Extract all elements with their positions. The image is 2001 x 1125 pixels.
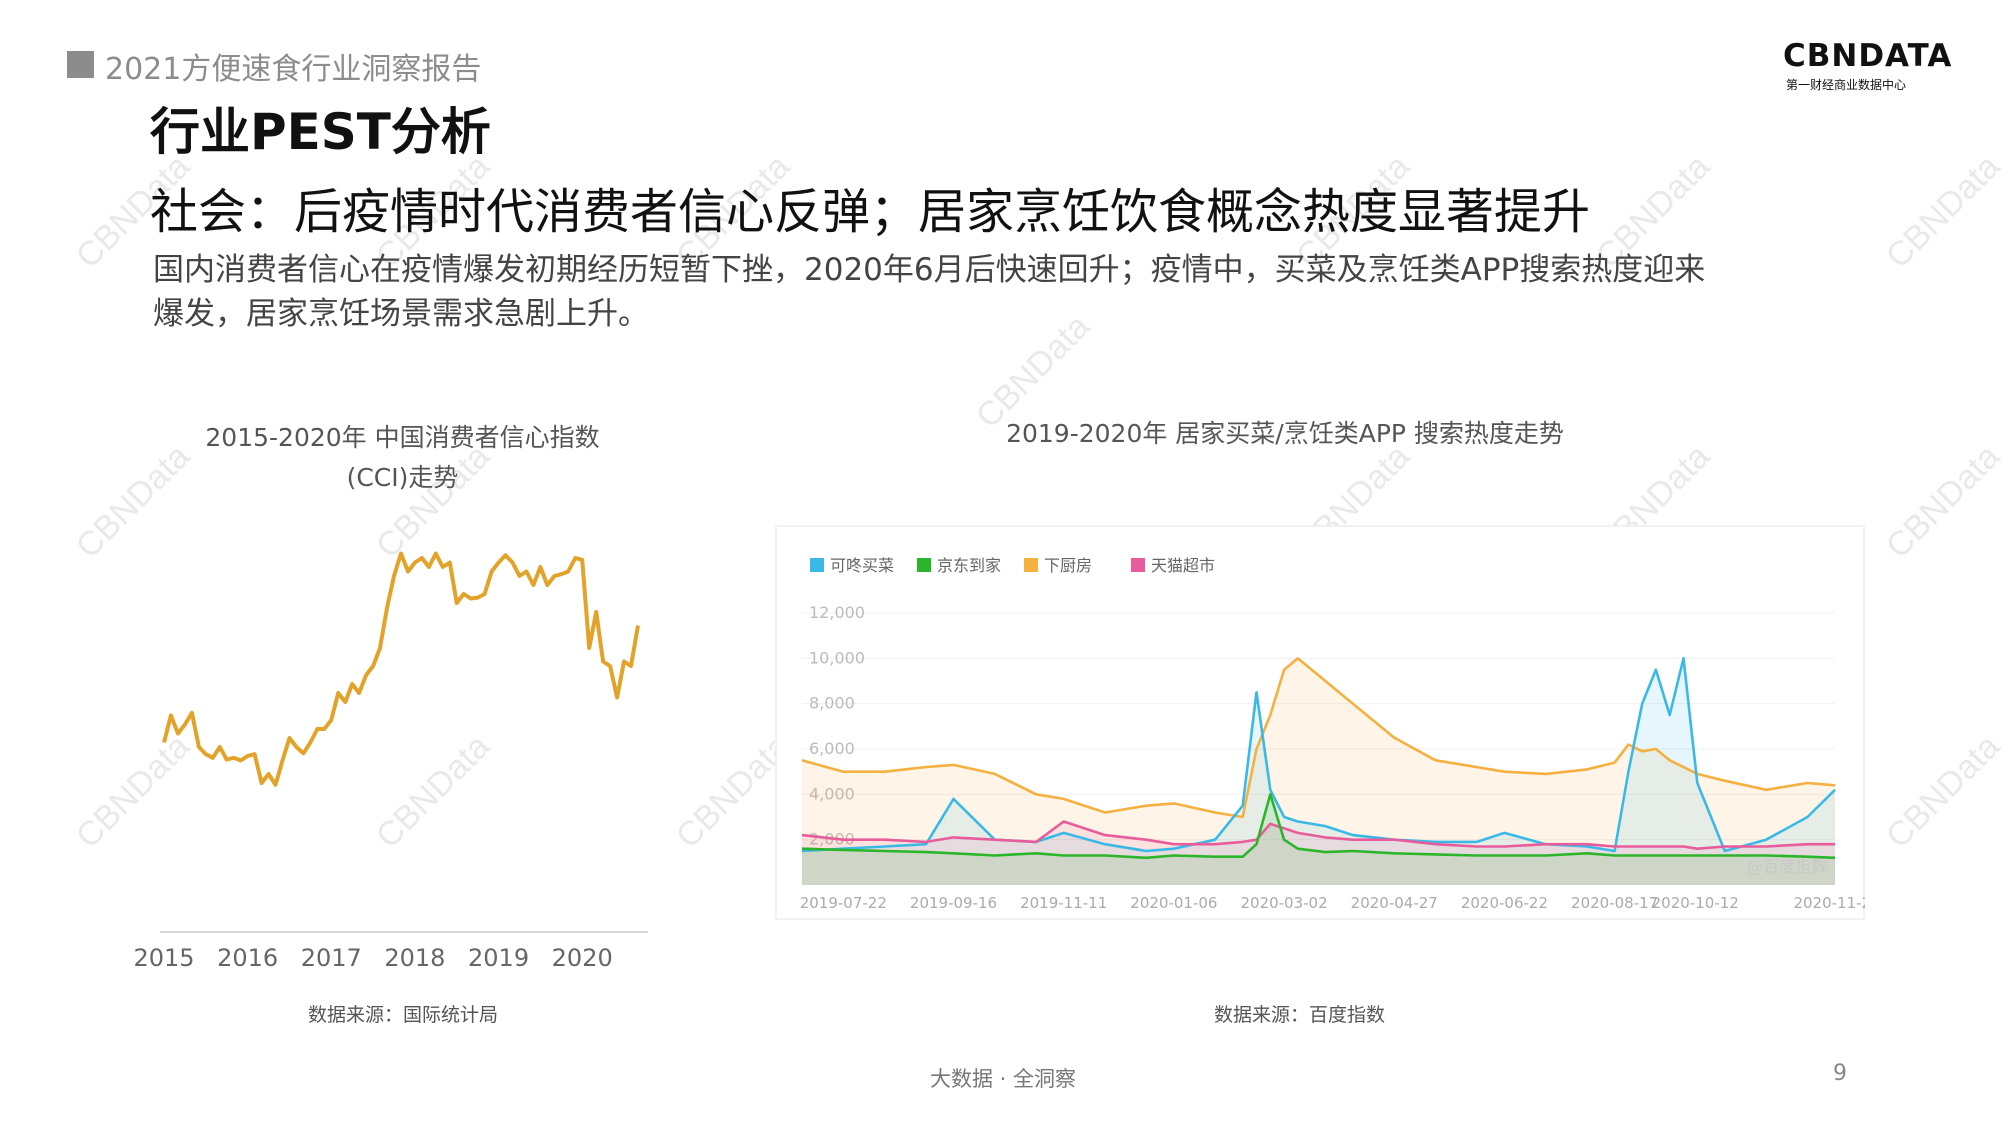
legend-label: 天猫超市 <box>1151 556 1215 575</box>
app-x-tick-label: 2020-01-06 <box>1130 894 1217 912</box>
app-series-area <box>802 821 1835 885</box>
app-y-tick-label: 12,000 <box>809 603 865 622</box>
section-title: 行业PEST分析 <box>150 103 491 161</box>
headline: 社会：后疫情时代消费者信心反弹；居家烹饪饮食概念热度显著提升 <box>150 184 1591 240</box>
app-legend-item: 可咚买菜 <box>810 556 894 575</box>
app-x-tick-label: 2020-11-23 <box>1793 894 1865 912</box>
cci-x-tick-label: 2018 <box>384 944 445 972</box>
description: 国内消费者信心在疫情爆发初期经历短暂下挫，2020年6月后快速回升；疫情中，买菜… <box>153 248 1873 336</box>
watermark-text: CBNData <box>1879 437 2001 565</box>
app-x-tick-label: 2020-03-02 <box>1240 894 1327 912</box>
cbndata-logo: CBNDATA <box>1783 38 1953 74</box>
app-x-tick-label: 2020-06-22 <box>1461 894 1548 912</box>
report-title-marker <box>67 51 94 78</box>
watermark-text: CBNData <box>1879 727 2001 855</box>
app-y-tick-label: 8,000 <box>809 694 855 713</box>
baidu-index-watermark: @百度指数 <box>1747 857 1827 876</box>
legend-label: 下厨房 <box>1044 556 1092 575</box>
app-data-source: 数据来源：百度指数 <box>1214 1004 1386 1026</box>
cci-chart-title-line-2: (CCI)走势 <box>346 463 459 492</box>
cci-chart-title-line-1: 2015-2020年 中国消费者信心指数 <box>205 423 600 452</box>
app-series-area <box>802 658 1835 885</box>
app-y-tick-label: 10,000 <box>809 648 865 667</box>
app-legend-item: 下厨房 <box>1024 556 1092 575</box>
cci-x-tick-label: 2016 <box>217 944 278 972</box>
app-series-line <box>801 820 1835 851</box>
footer-slogan: 大数据 · 全洞察 <box>930 1067 1077 1091</box>
app-x-tick-label: 2019-11-11 <box>1020 894 1107 912</box>
cci-line-chart: 2015 2016 2017 2018 2019 2020 <box>133 551 648 972</box>
app-y-tick-label: 6,000 <box>809 739 855 758</box>
app-x-tick-label: 2019-09-16 <box>910 894 997 912</box>
app-series-line <box>801 792 1836 860</box>
report-title: 2021方便速食行业洞察报告 <box>105 52 482 87</box>
app-x-tick-label: 2019-07-22 <box>800 894 887 912</box>
app-x-tick-label: 2020-10-12 <box>1652 894 1739 912</box>
app-x-tick-label: 2020-08-17 <box>1571 894 1658 912</box>
app-y-tick-label: 4,000 <box>809 784 855 803</box>
app-series-area <box>802 794 1835 885</box>
app-legend-item: 京东到家 <box>917 556 1001 575</box>
app-x-tick-label: 2020-04-27 <box>1351 894 1438 912</box>
legend-label: 京东到家 <box>937 556 1001 575</box>
cci-series-line <box>162 551 640 787</box>
legend-label: 可咚买菜 <box>830 556 894 575</box>
cci-x-tick-label: 2019 <box>468 944 529 972</box>
logo-subtitle: 第一财经商业数据中心 <box>1786 78 1907 92</box>
page-number: 9 <box>1833 1061 1847 1086</box>
cci-chart-title: 2015-2020年 中国消费者信心指数 (CCI)走势 <box>190 418 615 498</box>
legend-swatch <box>1024 558 1038 572</box>
description-line-1: 国内消费者信心在疫情爆发初期经历短暂下挫，2020年6月后快速回升；疫情中，买菜… <box>153 252 1706 288</box>
description-line-2: 爆发，居家烹饪场景需求急剧上升。 <box>153 296 649 332</box>
cci-x-tick-label: 2015 <box>133 944 194 972</box>
app-series-area <box>802 658 1835 885</box>
legend-swatch <box>810 558 824 572</box>
cci-x-tick-label: 2017 <box>301 944 362 972</box>
watermark-text: CBNData <box>1879 147 2001 275</box>
app-legend-item: 天猫超市 <box>1131 556 1215 575</box>
app-series-line <box>801 657 1836 819</box>
app-search-chart-title: 2019-2020年 居家买菜/烹饪类APP 搜索热度走势 <box>1006 419 1564 448</box>
legend-swatch <box>1131 558 1145 572</box>
legend-swatch <box>917 558 931 572</box>
cci-x-tick-label: 2020 <box>552 944 613 972</box>
cci-data-source: 数据来源：国际统计局 <box>308 1004 499 1026</box>
app-search-area-chart: 2,0004,0006,0008,00010,00012,0002019-07-… <box>775 525 1865 920</box>
